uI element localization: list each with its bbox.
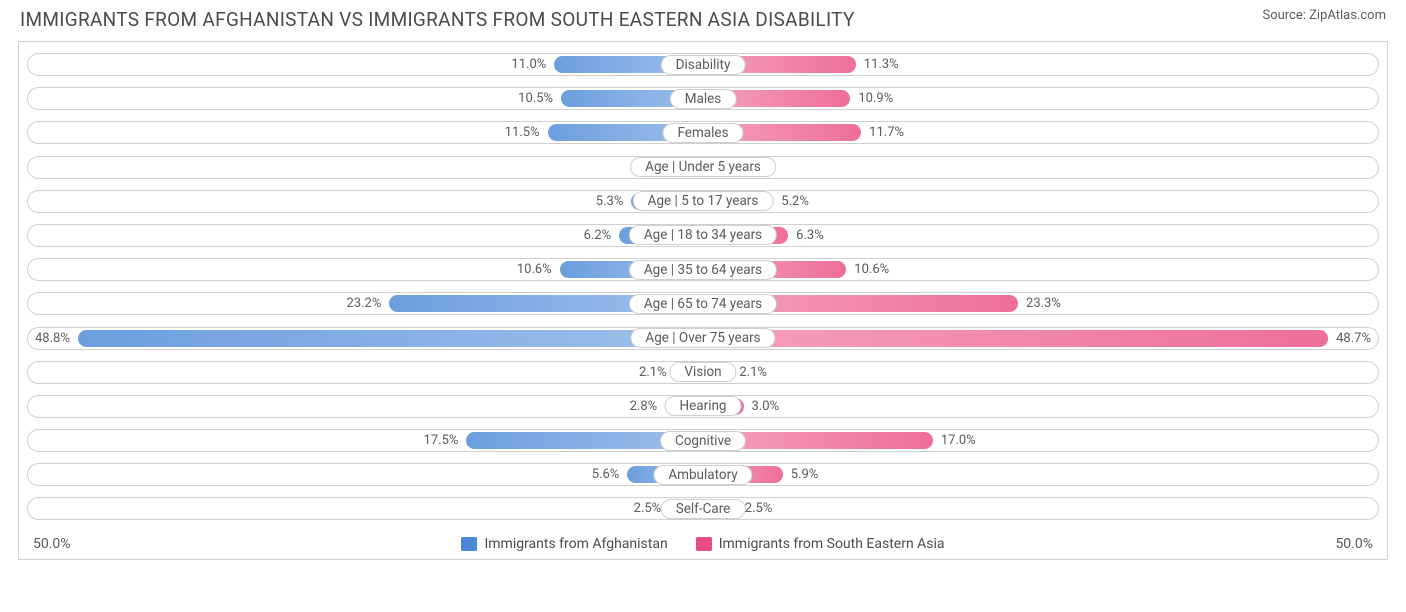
chart-row: 11.5% 11.7% Females <box>27 118 1379 147</box>
value-label-right: 5.2% <box>773 194 817 209</box>
right-half: 1.1% <box>703 153 1379 182</box>
source-attribution: Source: ZipAtlas.com <box>1262 8 1386 23</box>
legend-item-left: Immigrants from Afghanistan <box>461 536 667 552</box>
bar-left <box>78 330 703 347</box>
chart-row: 10.5% 10.9% Males <box>27 84 1379 113</box>
chart-row: 0.91%1.1%Age | Under 5 years <box>27 153 1379 182</box>
chart-footer: 50.0% Immigrants from Afghanistan Immigr… <box>27 529 1379 559</box>
category-label: Females <box>662 123 743 143</box>
chart-row: 17.5% 17.0% Cognitive <box>27 426 1379 455</box>
category-label: Age | Over 75 years <box>630 328 775 348</box>
value-label-right: 11.3% <box>856 57 907 72</box>
value-label-left: 17.5% <box>416 433 467 448</box>
category-label: Ambulatory <box>653 465 752 485</box>
right-half: 2.5% <box>703 494 1379 523</box>
value-label-left: 2.1% <box>631 365 675 380</box>
legend-label-right: Immigrants from South Eastern Asia <box>719 536 945 552</box>
right-half: 23.3% <box>703 289 1379 318</box>
legend-item-right: Immigrants from South Eastern Asia <box>696 536 945 552</box>
bar-right <box>703 330 1328 347</box>
right-half: 2.1% <box>703 358 1379 387</box>
category-label: Age | 18 to 34 years <box>629 225 777 245</box>
left-half: 11.0% <box>27 50 703 79</box>
right-half: 6.3% <box>703 221 1379 250</box>
right-half: 5.2% <box>703 187 1379 216</box>
category-label: Age | Under 5 years <box>630 157 776 177</box>
category-label: Age | 65 to 74 years <box>629 294 777 314</box>
value-label-left: 6.2% <box>576 228 620 243</box>
right-half: 3.0% <box>703 392 1379 421</box>
value-label-left: 5.6% <box>584 467 628 482</box>
category-label: Self-Care <box>661 499 746 519</box>
chart-area: 11.0% 11.3% Disability 10.5% 10.9% Males 11.5%… <box>18 41 1388 560</box>
left-half: 2.1% <box>27 358 703 387</box>
value-label-left: 48.8% <box>27 331 78 346</box>
category-label: Age | 35 to 64 years <box>629 260 777 280</box>
value-label-left: 23.2% <box>338 296 389 311</box>
legend-swatch-right <box>696 537 712 551</box>
value-label-left: 10.6% <box>509 262 560 277</box>
left-half: 5.6% <box>27 460 703 489</box>
right-half: 48.7% <box>703 324 1379 353</box>
category-label: Males <box>670 89 737 109</box>
value-label-left: 5.3% <box>588 194 632 209</box>
value-label-left: 2.8% <box>622 399 666 414</box>
value-label-right: 6.3% <box>788 228 832 243</box>
legend: Immigrants from Afghanistan Immigrants f… <box>461 536 944 552</box>
chart-row: 6.2% 6.3% Age | 18 to 34 years <box>27 221 1379 250</box>
value-label-right: 10.6% <box>846 262 897 277</box>
rows-container: 11.0% 11.3% Disability 10.5% 10.9% Males 11.5%… <box>27 50 1379 523</box>
category-label: Hearing <box>664 396 741 416</box>
left-half: 48.8% <box>27 324 703 353</box>
chart-row: 23.2% 23.3% Age | 65 to 74 years <box>27 289 1379 318</box>
header: IMMIGRANTS FROM AFGHANISTAN VS IMMIGRANT… <box>0 0 1406 35</box>
legend-label-left: Immigrants from Afghanistan <box>484 536 667 552</box>
value-label-right: 17.0% <box>933 433 984 448</box>
chart-row: 2.5%2.5%Self-Care <box>27 494 1379 523</box>
value-label-left: 11.0% <box>503 57 554 72</box>
right-half: 10.6% <box>703 255 1379 284</box>
chart-row: 5.6% 5.9% Ambulatory <box>27 460 1379 489</box>
category-label: Disability <box>661 55 746 75</box>
chart-row: 11.0% 11.3% Disability <box>27 50 1379 79</box>
category-label: Age | 5 to 17 years <box>633 191 774 211</box>
right-half: 11.3% <box>703 50 1379 79</box>
left-half: 6.2% <box>27 221 703 250</box>
value-label-right: 2.1% <box>731 365 775 380</box>
legend-swatch-left <box>461 537 477 551</box>
left-half: 5.3% <box>27 187 703 216</box>
value-label-left: 10.5% <box>510 91 561 106</box>
chart-row: 2.1% 2.1%Vision <box>27 358 1379 387</box>
right-half: 17.0% <box>703 426 1379 455</box>
value-label-right: 3.0% <box>744 399 788 414</box>
value-label-right: 11.7% <box>861 125 912 140</box>
value-label-right: 48.7% <box>1328 331 1379 346</box>
axis-label-left: 50.0% <box>33 536 71 552</box>
page-title: IMMIGRANTS FROM AFGHANISTAN VS IMMIGRANT… <box>20 8 855 31</box>
chart-row: 5.3% 5.2%Age | 5 to 17 years <box>27 187 1379 216</box>
chart-row: 48.8% 48.7% Age | Over 75 years <box>27 324 1379 353</box>
left-half: 23.2% <box>27 289 703 318</box>
right-half: 5.9% <box>703 460 1379 489</box>
left-half: 2.8% <box>27 392 703 421</box>
chart-row: 2.8% 3.0%Hearing <box>27 392 1379 421</box>
value-label-right: 5.9% <box>783 467 827 482</box>
left-half: 2.5% <box>27 494 703 523</box>
left-half: 10.6% <box>27 255 703 284</box>
left-half: 10.5% <box>27 84 703 113</box>
left-half: 0.91% <box>27 153 703 182</box>
value-label-left: 11.5% <box>497 125 548 140</box>
axis-label-right: 50.0% <box>1335 536 1373 552</box>
category-label: Vision <box>669 362 736 382</box>
left-half: 11.5% <box>27 118 703 147</box>
value-label-right: 10.9% <box>850 91 901 106</box>
chart-row: 10.6% 10.6% Age | 35 to 64 years <box>27 255 1379 284</box>
category-label: Cognitive <box>660 431 746 451</box>
left-half: 17.5% <box>27 426 703 455</box>
right-half: 10.9% <box>703 84 1379 113</box>
value-label-right: 23.3% <box>1018 296 1069 311</box>
right-half: 11.7% <box>703 118 1379 147</box>
